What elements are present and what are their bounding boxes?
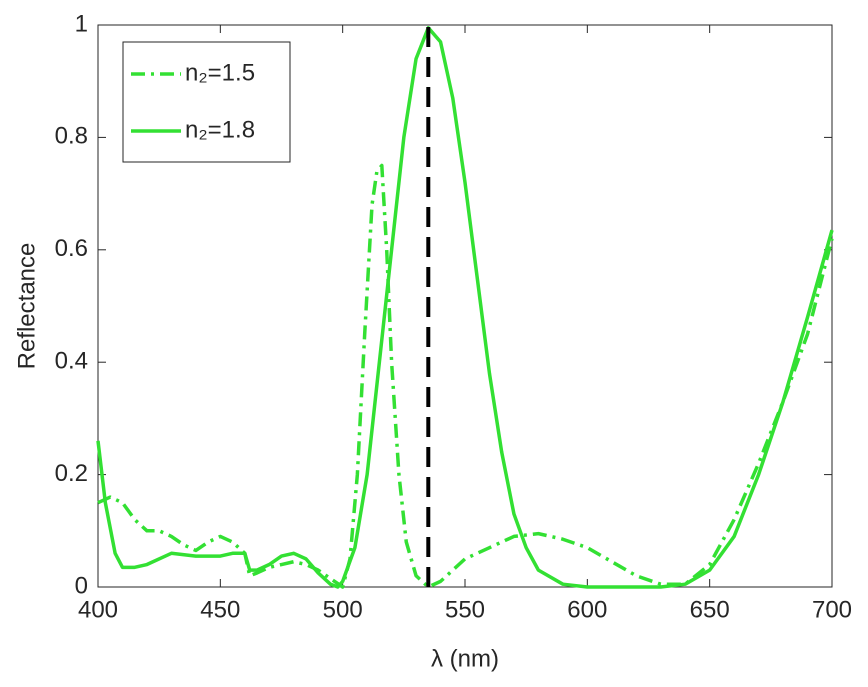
x-tick-label: 500 <box>323 596 363 623</box>
legend-box <box>122 41 291 163</box>
x-tick-label: 400 <box>78 596 118 623</box>
y-tick-label: 1 <box>75 10 88 37</box>
y-tick-label: 0.6 <box>55 235 88 262</box>
x-axis-label: λ (nm) <box>431 645 499 672</box>
y-tick-label: 0.2 <box>55 460 88 487</box>
legend-label: n₂=1.5 <box>185 59 255 86</box>
legend-label: n₂=1.8 <box>185 116 255 143</box>
y-tick-label: 0.8 <box>55 123 88 150</box>
x-tick-label: 600 <box>567 596 607 623</box>
series-line <box>96 26 834 589</box>
y-axis-label: Reflectance <box>13 243 40 370</box>
y-tick-label: 0 <box>75 572 88 599</box>
x-tick-label: 700 <box>812 596 852 623</box>
x-tick-label: 550 <box>445 596 485 623</box>
y-tick-label: 0.4 <box>55 348 88 375</box>
x-tick-label: 450 <box>200 596 240 623</box>
x-tick-label: 650 <box>690 596 730 623</box>
series-line <box>97 163 834 589</box>
